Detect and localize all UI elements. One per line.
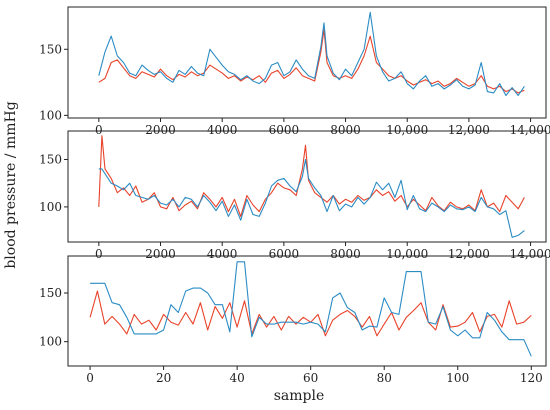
- x-tick-label: 4000: [207, 123, 238, 137]
- x-tick-label: 12,000: [448, 247, 490, 261]
- x-tick-label: 10,000: [386, 123, 428, 137]
- series-line-red: [98, 135, 525, 217]
- series-line-red: [89, 290, 532, 337]
- y-tick-label: 100: [39, 108, 62, 122]
- plot-frame: [67, 255, 547, 367]
- x-tick-label: 8000: [330, 123, 361, 137]
- x-tick-label: 2000: [145, 123, 176, 137]
- y-tick-label: 150: [39, 286, 62, 300]
- x-tick-label: 60: [303, 371, 318, 385]
- y-axis-title: blood pressure / mmHg: [3, 101, 19, 268]
- y-tick-label: 150: [39, 152, 62, 166]
- x-tick-label: 14,000: [510, 247, 550, 261]
- series-group: [98, 11, 525, 97]
- chart-panel-2: 0 2000 4000 6000 8000 10,000 12,000 14,000 100 15…: [39, 130, 550, 261]
- x-tick-label: 2000: [145, 247, 176, 261]
- x-tick-label: 14,000: [510, 123, 550, 137]
- series-group: [89, 261, 532, 357]
- series-line-blue: [90, 261, 532, 357]
- y-tick-label: 100: [39, 200, 62, 214]
- x-tick-label: 8000: [330, 247, 361, 261]
- plot-frame: [67, 6, 547, 119]
- panels: 0 2000 4000 6000 8000 10,000 12,000 14,00010015…: [39, 6, 550, 385]
- x-axis-title: sample: [274, 388, 325, 404]
- y-tick-label: 100: [39, 335, 62, 349]
- x-tick-label: 0: [95, 123, 103, 137]
- x-tick-label: 120: [520, 371, 543, 385]
- x-tick-label: 80: [377, 371, 392, 385]
- x-tick-label: 10,000: [386, 247, 428, 261]
- plot-frame: [67, 130, 547, 243]
- y-tick-label: 150: [39, 42, 62, 56]
- series-line-red: [98, 28, 525, 94]
- x-tick-label: 0: [86, 371, 94, 385]
- series-line-blue: [98, 158, 525, 238]
- x-tick-label: 0: [95, 247, 103, 261]
- x-tick-label: 6000: [269, 123, 300, 137]
- x-tick-label: 100: [446, 371, 469, 385]
- chart-panel-1: 0 2000 4000 6000 8000 10,000 12,000 14,000 100 15…: [39, 6, 550, 137]
- x-tick-label: 4000: [207, 247, 238, 261]
- series-line-blue: [98, 11, 525, 97]
- x-tick-label: 20: [156, 371, 171, 385]
- x-tick-label: 12,000: [448, 123, 490, 137]
- x-tick-label: 6000: [269, 247, 300, 261]
- chart-panel-3: 0 20 40 60 80 100 120 100 150: [39, 255, 547, 385]
- series-group: [98, 135, 525, 238]
- x-tick-label: 40: [229, 371, 244, 385]
